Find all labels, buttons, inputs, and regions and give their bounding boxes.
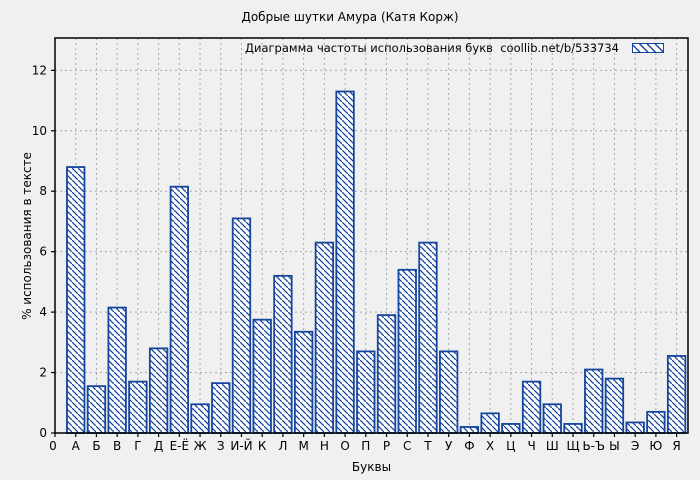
x-tick-label-origin: 0 bbox=[49, 439, 57, 453]
bar-Ш bbox=[542, 403, 562, 434]
bar-З bbox=[211, 382, 231, 434]
x-tick-label-К: К bbox=[258, 439, 267, 453]
y-tick-label-0: 0 bbox=[39, 426, 47, 440]
x-axis-label: Буквы bbox=[351, 460, 392, 474]
x-tick-label-Д: Д bbox=[154, 439, 163, 453]
x-tick-label-З: З bbox=[217, 439, 225, 453]
x-tick-label-Э: Э bbox=[631, 439, 639, 453]
legend-swatch-hatch-icon bbox=[632, 43, 664, 53]
x-tick-label-Ф: Ф bbox=[464, 439, 474, 453]
x-tick-label-Ш: Ш bbox=[546, 439, 559, 453]
bar-У bbox=[439, 350, 459, 434]
bar-Ф bbox=[459, 426, 480, 434]
x-tick-label-У: У bbox=[445, 439, 453, 453]
x-tick-label-Ж: Ж bbox=[194, 439, 207, 453]
x-tick-label-П: П bbox=[361, 439, 370, 453]
bar-Щ bbox=[563, 423, 583, 434]
x-tick-label-Е-Ё: Е-Ё bbox=[170, 438, 190, 453]
bar-С bbox=[397, 268, 417, 434]
bar-Ь-Ъ bbox=[584, 368, 604, 434]
bar-Ю bbox=[646, 410, 666, 434]
bar-Э bbox=[625, 421, 645, 434]
bar-И-Й bbox=[231, 217, 252, 434]
x-tick-label-С: С bbox=[403, 439, 411, 453]
x-tick-label-Л: Л bbox=[278, 439, 287, 453]
x-tick-label-В: В bbox=[113, 439, 121, 453]
x-tick-label-Ю: Ю bbox=[649, 439, 662, 453]
bar-Г bbox=[128, 380, 148, 434]
bar-О bbox=[335, 90, 355, 434]
x-tick-label-Р: Р bbox=[383, 439, 390, 453]
x-tick-label-Г: Г bbox=[134, 439, 141, 453]
bar-П bbox=[356, 350, 376, 434]
bar-Ц bbox=[501, 423, 521, 434]
bar-Е-Ё bbox=[169, 185, 189, 434]
bar-Б bbox=[86, 385, 107, 434]
x-tick-label-Н: Н bbox=[320, 439, 329, 453]
bar-Л bbox=[273, 274, 293, 434]
plot-border bbox=[54, 37, 689, 434]
y-tick-label-8: 8 bbox=[39, 184, 47, 198]
bar-Я bbox=[666, 355, 687, 434]
x-tick-label-О: О bbox=[340, 439, 349, 453]
x-tick-label-Щ: Щ bbox=[566, 439, 579, 453]
bar-Х bbox=[480, 412, 500, 434]
chart-title: Добрые шутки Амура (Катя Корж) bbox=[241, 10, 459, 24]
x-tick-label-Я: Я bbox=[672, 439, 680, 453]
legend-label: Диаграмма частоты использования букв coo… bbox=[245, 41, 619, 55]
bar-Н bbox=[314, 241, 335, 434]
bar-Д bbox=[148, 347, 169, 434]
bar-Ж bbox=[190, 403, 210, 434]
x-tick-label-Ы: Ы bbox=[609, 439, 620, 453]
y-tick-label-4: 4 bbox=[39, 305, 47, 319]
y-tick-label-12: 12 bbox=[32, 63, 47, 77]
y-axis-label: % использования в тексте bbox=[20, 152, 34, 320]
x-tick-label-И-Й: И-Й bbox=[230, 438, 252, 453]
x-tick-label-М: М bbox=[298, 439, 308, 453]
y-tick-label-2: 2 bbox=[39, 366, 47, 380]
bar-Т bbox=[418, 241, 438, 434]
bar-Р bbox=[376, 314, 397, 434]
bar-Ч bbox=[521, 380, 542, 434]
bar-Ы bbox=[604, 377, 625, 434]
x-tick-label-Ь-Ъ: Ь-Ъ bbox=[582, 439, 605, 453]
x-tick-label-Ч: Ч bbox=[527, 439, 535, 453]
bar-К bbox=[252, 318, 272, 434]
bar-М bbox=[293, 330, 314, 434]
y-tick-label-6: 6 bbox=[39, 245, 47, 259]
x-tick-label-Х: Х bbox=[486, 439, 494, 453]
legend: Диаграмма частоты использования букв coo… bbox=[245, 41, 664, 55]
bar-В bbox=[107, 306, 127, 434]
x-tick-label-Ц: Ц bbox=[506, 439, 515, 453]
bar-А bbox=[66, 166, 86, 434]
x-tick-label-Б: Б bbox=[92, 439, 100, 453]
x-tick-label-А: А bbox=[72, 439, 81, 453]
x-tick-label-Т: Т bbox=[423, 439, 432, 453]
y-tick-label-10: 10 bbox=[32, 124, 47, 138]
